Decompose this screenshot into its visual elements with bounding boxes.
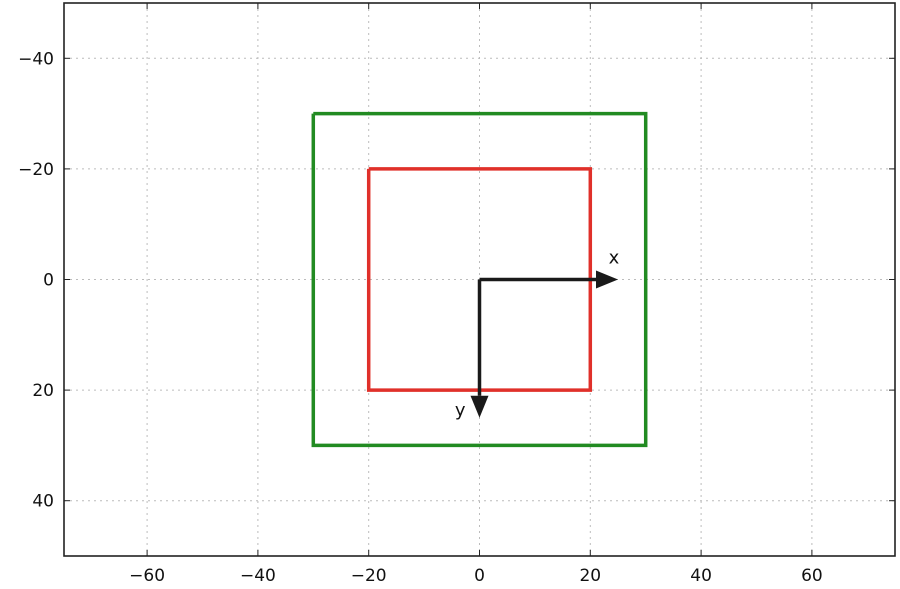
- y-tick-label: 20: [32, 381, 54, 401]
- y-tick-label: 40: [32, 492, 54, 512]
- x-tick-label: 0: [474, 566, 485, 586]
- x-tick-label: 20: [579, 566, 601, 586]
- x-tick-label: −20: [351, 566, 387, 586]
- x-tick-label: 40: [690, 566, 712, 586]
- series-line-1: [366, 167, 593, 392]
- tick-labels: −60 −40 −20 0 20 40 60 −40 −20 0 20 40: [18, 3, 895, 586]
- y-tick-label: 0: [43, 271, 54, 291]
- x-tick-label: 60: [801, 566, 823, 586]
- x-tick-label: −60: [129, 566, 165, 586]
- y-tick-label: −40: [18, 49, 54, 69]
- series-line-0: [311, 111, 648, 448]
- arrow-x-head: [596, 270, 618, 289]
- series-group: [311, 111, 648, 448]
- arrow-y-label: y: [455, 400, 466, 421]
- plot-frame: [63, 2, 896, 557]
- arrow-x-label: x: [609, 248, 620, 269]
- x-tick-label: −40: [240, 566, 276, 586]
- y-tick-label: −20: [18, 160, 54, 180]
- arrow-y-head: [470, 395, 489, 418]
- axis-arrows: xy: [455, 248, 620, 421]
